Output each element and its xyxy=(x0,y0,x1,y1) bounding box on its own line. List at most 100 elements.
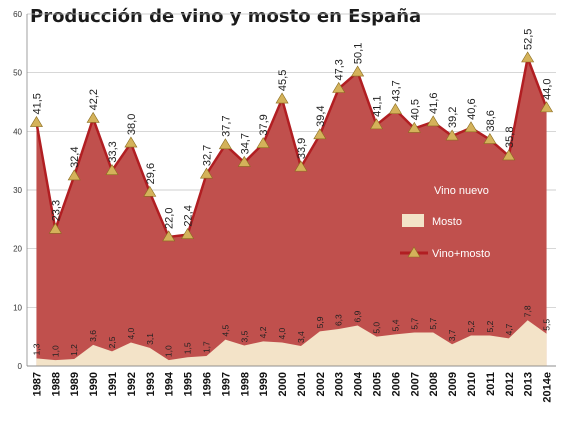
marker-1992 xyxy=(124,136,138,148)
x-tick-label-1998: 1998 xyxy=(239,372,251,396)
marker-1998 xyxy=(237,155,251,167)
marker-1987 xyxy=(29,115,43,127)
y-tick-label-20: 20 xyxy=(13,245,22,254)
mosto-label-1994: 1,0 xyxy=(164,345,174,357)
marker-1997 xyxy=(218,138,232,150)
total-label-1990: 42,2 xyxy=(88,89,100,110)
y-tick-label-60: 60 xyxy=(13,10,22,19)
marker-1995 xyxy=(181,228,195,239)
mosto-label-2009: 3,7 xyxy=(447,329,457,341)
data-labels: 41,5 23,3 32,4 42,2 33,3 38,0 29,6 22,0 22,4 32,7… xyxy=(31,29,553,358)
marker-2008 xyxy=(426,115,440,127)
x-tick-label-2005: 2005 xyxy=(372,372,384,396)
marker-2003 xyxy=(332,81,346,93)
y-tick-label-10: 10 xyxy=(13,303,22,312)
x-tick-label-1987: 1987 xyxy=(31,372,43,396)
x-tick-label-2007: 2007 xyxy=(409,372,421,396)
mosto-label-1988: 1,0 xyxy=(50,345,60,357)
marker-2012 xyxy=(502,149,516,161)
marker-1991 xyxy=(105,164,119,175)
marker-1999 xyxy=(256,137,270,148)
total-label-1996: 32,7 xyxy=(201,145,213,166)
x-tick-label-2002: 2002 xyxy=(315,372,327,396)
total-label-2009: 39,2 xyxy=(447,107,459,128)
x-tick-label-2003: 2003 xyxy=(334,372,346,396)
marker-2005 xyxy=(369,118,384,130)
areas xyxy=(36,58,547,366)
mosto-label-2006: 5,4 xyxy=(390,319,400,331)
legend-mosto-swatch xyxy=(402,214,424,227)
total-label-1997: 37,7 xyxy=(220,115,232,136)
legend-vino-nuevo: Vino nuevo xyxy=(434,185,489,197)
mosto-label-1995: 1,5 xyxy=(183,342,193,354)
x-tick-label-1992: 1992 xyxy=(126,372,138,396)
mosto-label-1989: 1,2 xyxy=(69,344,79,356)
mosto-label-2005: 5,0 xyxy=(372,322,382,334)
x-tick-label-1999: 1999 xyxy=(258,372,270,396)
x-tick-label-2001: 2001 xyxy=(296,372,308,396)
mosto-label-2014e: 5,5 xyxy=(542,319,552,331)
mosto-label-2012: 4,7 xyxy=(504,323,514,335)
marker-2007 xyxy=(407,121,421,133)
x-tick-label-2009: 2009 xyxy=(447,372,459,396)
mosto-label-1999: 4,2 xyxy=(258,326,268,338)
mosto-label-2010: 5,2 xyxy=(466,320,476,332)
mosto-label-2007: 5,7 xyxy=(409,317,419,329)
marker-1996 xyxy=(199,167,214,179)
x-tick-label-2010: 2010 xyxy=(466,372,478,396)
mosto-label-1998: 3,5 xyxy=(239,330,249,342)
total-label-1993: 29,6 xyxy=(145,163,157,184)
x-tick-label-2006: 2006 xyxy=(390,372,402,396)
marker-1988 xyxy=(48,222,62,234)
legend-vino-mosto: Vino+mosto xyxy=(432,248,490,260)
total-label-2002: 39,4 xyxy=(315,105,327,126)
total-label-2001: 33,9 xyxy=(296,138,308,159)
y-axis: 0 10 20 30 40 50 60 xyxy=(13,10,22,371)
total-label-1991: 33,3 xyxy=(107,141,119,162)
total-label-1995: 22,4 xyxy=(183,205,195,226)
marker-2006 xyxy=(388,103,402,114)
mosto-label-2002: 5,9 xyxy=(315,316,325,328)
mosto-label-1997: 4,5 xyxy=(220,325,230,337)
mosto-label-2013: 7,8 xyxy=(523,305,533,317)
chart-title: Producción de vino y mosto en España xyxy=(30,6,421,27)
marker-2001 xyxy=(294,160,308,172)
total-label-1999: 37,9 xyxy=(258,114,270,135)
mosto-label-2001: 3,4 xyxy=(296,331,306,343)
total-label-1989: 32,4 xyxy=(69,146,81,167)
total-label-2007: 40,5 xyxy=(409,99,421,120)
mosto-label-2008: 5,7 xyxy=(428,317,438,329)
total-label-2000: 45,5 xyxy=(277,70,289,91)
marker-2013 xyxy=(521,51,535,63)
y-tick-label-30: 30 xyxy=(13,186,22,195)
total-label-2003: 47,3 xyxy=(334,59,346,80)
marker-2009 xyxy=(445,129,459,141)
x-axis: 1987 1988 1989 1990 1991 1992 1993 1994 1995 1996… xyxy=(27,365,556,403)
total-label-1998: 34,7 xyxy=(239,133,251,154)
marker-2004 xyxy=(351,65,365,77)
x-tick-label-2014e: 2014e xyxy=(542,372,554,403)
x-tick-label-1993: 1993 xyxy=(145,372,157,396)
x-tick-label-2008: 2008 xyxy=(428,372,440,396)
total-label-2014e: 44,0 xyxy=(542,78,554,99)
legend: Vino nuevo Mosto Vino+mosto xyxy=(400,185,490,260)
legend-marker-swatch xyxy=(407,246,421,258)
y-tick-label-50: 50 xyxy=(13,69,22,78)
marker-1994 xyxy=(162,230,176,242)
marker-2011 xyxy=(483,132,497,144)
mosto-label-2011: 5,2 xyxy=(485,320,495,332)
mosto-label-1996: 1,7 xyxy=(201,341,211,353)
marker-2010 xyxy=(464,121,478,133)
mosto-label-1993: 3,1 xyxy=(145,333,155,345)
marker-1993 xyxy=(143,185,157,197)
x-tick-label-1991: 1991 xyxy=(107,372,119,396)
x-tick-label-1994: 1994 xyxy=(164,371,176,396)
x-tick-label-1988: 1988 xyxy=(50,372,62,396)
total-label-1988: 23,3 xyxy=(50,200,62,221)
marker-1990 xyxy=(86,111,100,123)
x-tick-label-1995: 1995 xyxy=(183,372,195,396)
marker-2014e xyxy=(540,101,554,113)
total-label-2010: 40,6 xyxy=(466,98,478,119)
x-tick-label-2004: 2004 xyxy=(353,371,365,396)
